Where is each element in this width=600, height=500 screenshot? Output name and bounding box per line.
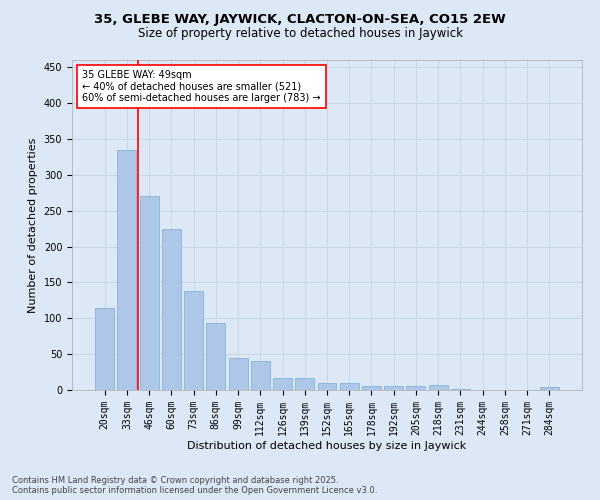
Bar [206, 324, 225, 390]
Y-axis label: Number of detached properties: Number of detached properties [28, 138, 38, 312]
Bar [362, 386, 381, 390]
Bar [384, 386, 403, 390]
X-axis label: Distribution of detached houses by size in Jaywick: Distribution of detached houses by size … [187, 440, 467, 450]
Bar [118, 150, 136, 390]
Bar [229, 358, 248, 390]
Bar [273, 378, 292, 390]
Bar [406, 386, 425, 390]
Bar [540, 387, 559, 390]
Text: 35 GLEBE WAY: 49sqm
← 40% of detached houses are smaller (521)
60% of semi-detac: 35 GLEBE WAY: 49sqm ← 40% of detached ho… [82, 70, 320, 103]
Bar [140, 196, 158, 390]
Bar [317, 383, 337, 390]
Bar [340, 383, 359, 390]
Bar [429, 385, 448, 390]
Bar [95, 308, 114, 390]
Bar [251, 362, 270, 390]
Text: 35, GLEBE WAY, JAYWICK, CLACTON-ON-SEA, CO15 2EW: 35, GLEBE WAY, JAYWICK, CLACTON-ON-SEA, … [94, 12, 506, 26]
Text: Contains HM Land Registry data © Crown copyright and database right 2025.
Contai: Contains HM Land Registry data © Crown c… [12, 476, 377, 495]
Bar [451, 388, 470, 390]
Bar [184, 291, 203, 390]
Bar [162, 230, 181, 390]
Bar [295, 378, 314, 390]
Text: Size of property relative to detached houses in Jaywick: Size of property relative to detached ho… [137, 28, 463, 40]
